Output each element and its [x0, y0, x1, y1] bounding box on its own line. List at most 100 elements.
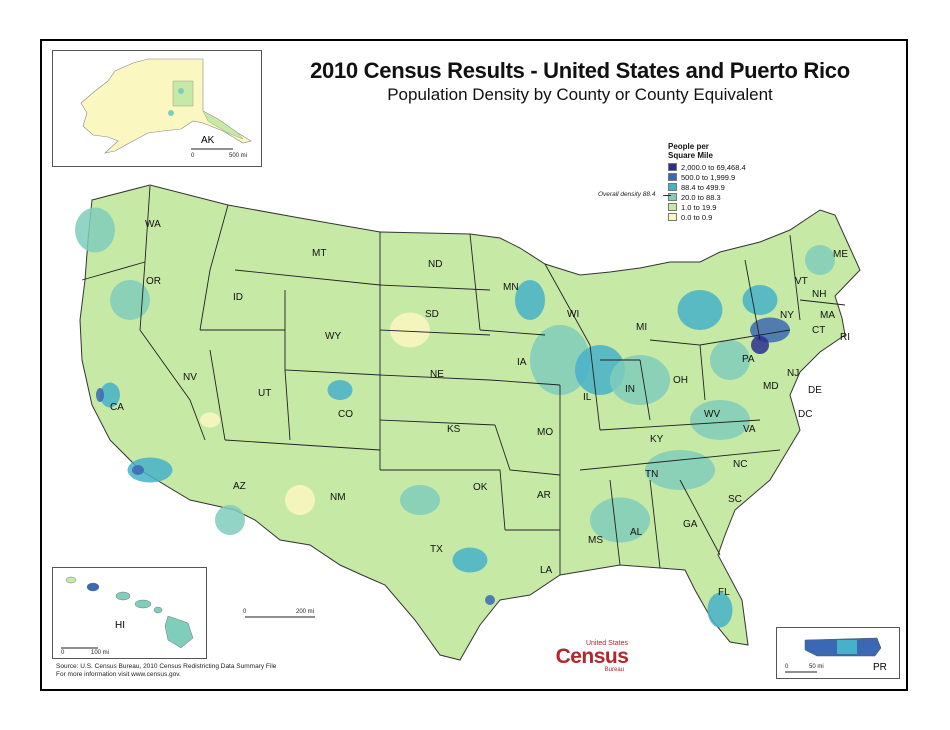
legend-item: 500.0 to 1,999.9	[668, 172, 808, 182]
main-scale-end: 200 mi	[296, 609, 314, 615]
alaska-scale-end: 500 mi	[229, 153, 248, 159]
state-label-ok: OK	[473, 482, 488, 493]
legend-label: 1.0 to 19.9	[681, 202, 717, 212]
state-label-va: VA	[743, 424, 756, 435]
legend: People per Square Mile 2,000.0 to 69,468…	[668, 142, 808, 222]
hawaii-map	[61, 576, 194, 649]
state-label-nc: NC	[733, 459, 747, 470]
alaska-scale-start: 0	[191, 153, 195, 159]
state-label-dc: DC	[798, 409, 812, 420]
pr-scale-start: 0	[785, 664, 789, 670]
state-label-in: IN	[625, 384, 635, 395]
puerto-rico-inset: 0 50 mi PR	[776, 627, 900, 679]
density-region	[677, 290, 723, 330]
legend-item: 20.0 to 88.3	[668, 192, 808, 202]
alaska-inset: 0 500 mi AK	[52, 50, 262, 167]
state-label-vt: VT	[795, 276, 808, 287]
density-region	[100, 382, 120, 408]
density-region	[96, 388, 104, 402]
density-region	[215, 505, 245, 535]
map-subtitle: Population Density by County or County E…	[387, 85, 773, 104]
state-label-wi: WI	[567, 309, 579, 320]
density-region	[645, 450, 715, 490]
density-region	[390, 312, 430, 348]
state-label-wy: WY	[325, 331, 341, 342]
state-label-ia: IA	[517, 357, 527, 368]
state-label-nh: NH	[812, 289, 826, 300]
legend-swatch	[668, 193, 677, 201]
state-label-oh: OH	[673, 375, 688, 386]
legend-item: 1.0 to 19.9	[668, 202, 808, 212]
legend-swatch	[668, 173, 677, 181]
density-region	[805, 245, 835, 275]
source-note: Source: U.S. Census Bureau, 2010 Census …	[56, 663, 277, 678]
density-region	[690, 400, 750, 440]
state-label-fl: FL	[718, 587, 730, 598]
legend-rows: 2,000.0 to 69,468.4 500.0 to 1,999.9 88.4 …	[668, 162, 808, 222]
density-region	[710, 340, 750, 380]
state-label-tx: TX	[430, 544, 443, 555]
legend-label: 20.0 to 88.3	[681, 192, 721, 202]
state-label-ky: KY	[650, 434, 664, 445]
state-label-nd: ND	[428, 259, 442, 270]
state-label-ks: KS	[447, 424, 461, 435]
density-region	[707, 592, 733, 628]
state-label-mi: MI	[636, 322, 647, 333]
legend-item: 88.4 to 499.9	[668, 182, 808, 192]
state-label-ma: MA	[820, 310, 835, 321]
state-label-me: ME	[833, 249, 848, 260]
state-label-tn: TN	[645, 469, 658, 480]
state-label-ri: RI	[840, 332, 850, 343]
state-label-ct: CT	[812, 325, 825, 336]
density-region	[742, 285, 778, 315]
density-region	[530, 325, 590, 395]
density-region	[75, 207, 115, 253]
density-layer	[75, 207, 835, 628]
hawaii-scale-end: 100 mi	[91, 650, 110, 656]
state-label-mn: MN	[503, 282, 519, 293]
overall-density-note: Overall density 88.4	[598, 191, 656, 198]
state-label-pa: PA	[742, 354, 755, 365]
density-region	[452, 547, 488, 573]
us-landmass	[79, 184, 861, 661]
pr-scale-end: 50 mi	[809, 664, 824, 670]
state-label-co: CO	[338, 409, 353, 420]
density-region	[127, 457, 173, 483]
state-label-pr: PR	[873, 662, 887, 673]
density-region	[147, 295, 173, 345]
density-region	[590, 497, 650, 543]
state-label-al: AL	[630, 527, 643, 538]
density-region	[307, 242, 353, 278]
state-label-wa: WA	[145, 219, 161, 230]
state-label-id: ID	[233, 292, 243, 303]
state-borders	[81, 185, 846, 575]
state-label-ne: NE	[430, 369, 444, 380]
state-label-nj: NJ	[787, 368, 799, 379]
map-title: 2010 Census Results - United States and …	[310, 58, 850, 83]
density-region	[400, 485, 440, 515]
legend-label: 88.4 to 499.9	[681, 182, 725, 192]
state-label-il: IL	[583, 392, 592, 403]
state-label-md: MD	[763, 381, 779, 392]
density-region	[235, 220, 285, 260]
state-labels: WA OR CA ID NV MT WY UT AZ CO NM ND SD NE KS OK TX MN IA MO…	[110, 219, 850, 598]
census-bureau-logo: United States Census Bureau	[555, 640, 629, 673]
state-label-ms: MS	[588, 535, 603, 546]
state-label-wv: WV	[704, 409, 720, 420]
legend-swatch	[668, 183, 677, 191]
legend-label: 0.0 to 0.9	[681, 212, 713, 222]
legend-title: People per Square Mile	[668, 142, 713, 160]
state-label-nv: NV	[183, 372, 197, 383]
legend-swatch	[668, 213, 677, 221]
main-scale-start: 0	[243, 609, 247, 615]
state-label-or: OR	[146, 276, 161, 287]
state-label-ak: AK	[201, 135, 215, 146]
density-region	[110, 280, 150, 320]
legend-swatch	[668, 203, 677, 211]
hawaii-scale-start: 0	[61, 650, 65, 656]
puerto-rico-map	[785, 637, 882, 673]
density-region	[327, 380, 353, 400]
state-label-ga: GA	[683, 519, 698, 530]
hawaii-inset: 0 100 mi HI	[52, 567, 207, 659]
